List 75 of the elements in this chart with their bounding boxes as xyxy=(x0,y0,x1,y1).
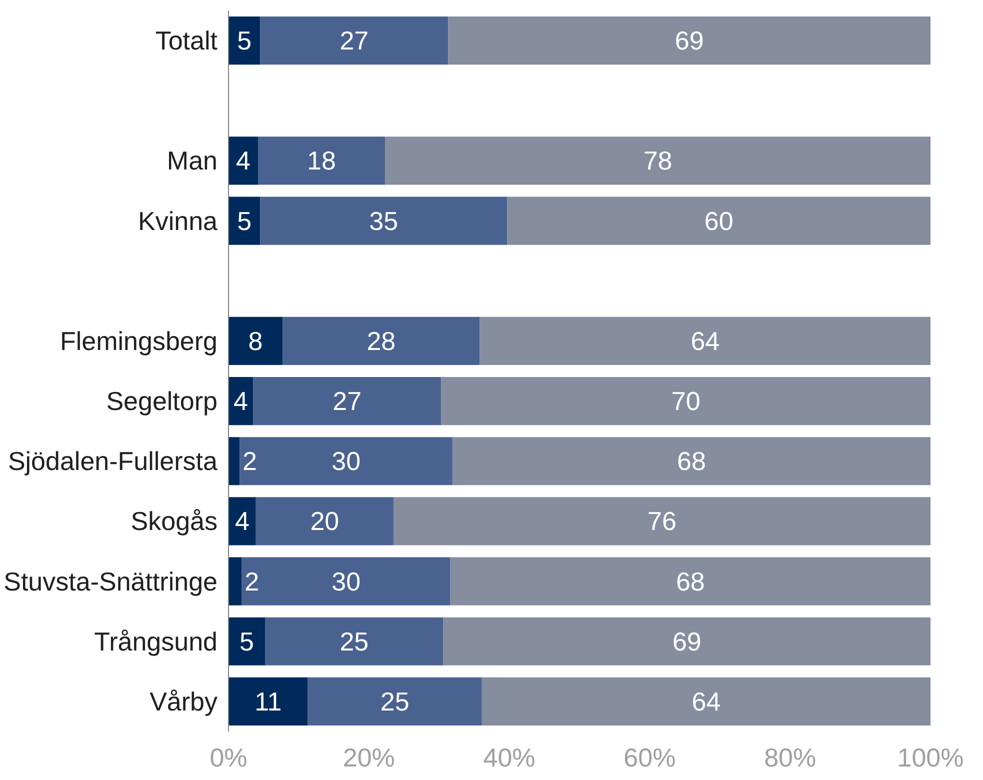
data-label: 8 xyxy=(248,326,263,356)
y-tick-label: Flemingsberg xyxy=(60,326,218,356)
bar xyxy=(308,677,482,726)
x-tick-label: 80% xyxy=(764,742,816,772)
bar xyxy=(507,196,930,245)
bar xyxy=(256,497,394,546)
x-tick-label: 100% xyxy=(897,742,964,772)
y-tick-label: Skogås xyxy=(130,506,218,536)
data-label: 28 xyxy=(366,326,396,356)
data-label: 4 xyxy=(236,146,250,176)
data-label: 18 xyxy=(307,146,336,176)
bar xyxy=(228,316,283,365)
bar xyxy=(240,437,452,486)
bar xyxy=(443,617,930,666)
bar xyxy=(452,437,930,486)
bar xyxy=(258,136,386,185)
x-tick-label: 20% xyxy=(342,742,395,772)
bar xyxy=(228,557,242,606)
data-label: 64 xyxy=(690,326,720,356)
x-tick-label: 40% xyxy=(483,742,536,772)
data-label: 64 xyxy=(692,686,721,716)
bar xyxy=(265,617,444,666)
y-tick-label: Kvinna xyxy=(138,206,218,236)
data-label: 76 xyxy=(648,506,676,536)
y-tick-label: Stuvsta-Snättringe xyxy=(4,566,218,596)
bar xyxy=(260,16,448,65)
data-label: 68 xyxy=(677,446,706,476)
bar xyxy=(228,196,260,245)
y-tick-label: Vårby xyxy=(150,686,218,716)
bar xyxy=(448,16,930,65)
data-label: 30 xyxy=(332,446,361,476)
bar xyxy=(228,677,308,726)
data-label: 78 xyxy=(643,146,672,176)
bar xyxy=(385,136,930,185)
data-label: 2 xyxy=(244,566,260,596)
data-label: 30 xyxy=(332,566,361,596)
data-label: 27 xyxy=(340,26,369,56)
data-label: 5 xyxy=(237,26,252,56)
data-label: 70 xyxy=(671,386,700,416)
data-label: 27 xyxy=(332,386,362,416)
data-label: 68 xyxy=(676,566,705,596)
bar xyxy=(242,557,450,606)
bar xyxy=(228,16,260,65)
data-label: 11 xyxy=(254,686,282,716)
bar xyxy=(282,316,480,365)
x-tick-label: 60% xyxy=(624,742,676,772)
bar xyxy=(253,377,442,426)
y-tick-label: Sjödalen-Fullersta xyxy=(8,446,218,476)
data-label: 69 xyxy=(674,26,704,56)
bar xyxy=(393,497,930,546)
y-tick-label: Trångsund xyxy=(94,626,218,656)
data-label: 25 xyxy=(340,626,369,656)
data-label: 5 xyxy=(237,206,252,236)
bar xyxy=(260,196,508,245)
y-tick-label: Man xyxy=(166,146,218,176)
y-tick-label: Totalt xyxy=(155,26,218,56)
data-label: 35 xyxy=(369,206,398,236)
bar xyxy=(228,497,256,546)
y-tick-label: Segeltorp xyxy=(106,386,218,416)
x-tick-label: 0% xyxy=(210,742,248,772)
data-label: 4 xyxy=(234,386,248,416)
data-label: 2 xyxy=(242,446,258,476)
bar xyxy=(482,677,930,726)
bar xyxy=(441,377,930,426)
bar xyxy=(228,617,266,666)
data-label: 20 xyxy=(310,506,340,536)
bar xyxy=(480,316,930,365)
data-label: 4 xyxy=(234,506,250,536)
data-label: 5 xyxy=(240,626,254,656)
bar xyxy=(228,136,258,185)
data-label: 60 xyxy=(704,206,734,236)
data-label: 25 xyxy=(380,686,410,716)
data-label: 69 xyxy=(672,626,702,656)
bar xyxy=(228,437,240,486)
bar xyxy=(450,557,930,606)
